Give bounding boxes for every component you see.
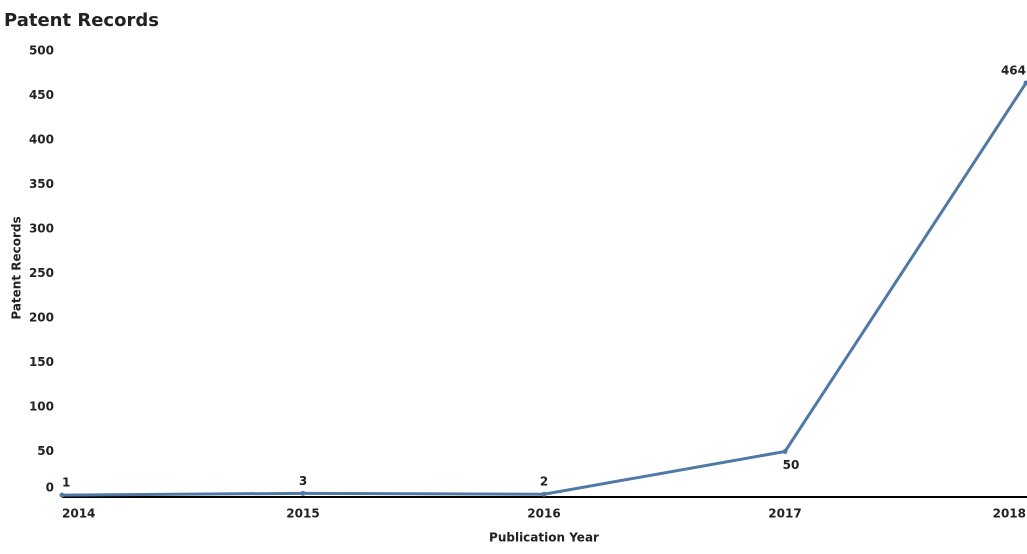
chart: Patent Records Publication Year Patent R… xyxy=(0,0,1027,550)
x-tick-label: 2017 xyxy=(768,507,801,521)
data-label: 50 xyxy=(783,458,800,472)
x-tick-label: 2018 xyxy=(993,507,1026,521)
y-tick-label: 500 xyxy=(29,44,54,58)
page: {"chart_data": {"type": "line", "title":… xyxy=(0,0,1027,550)
y-tick-label: 150 xyxy=(29,355,54,369)
data-label: 3 xyxy=(299,474,307,488)
y-axis-label: Patent Records xyxy=(10,216,24,319)
y-tick-label: 200 xyxy=(29,311,54,325)
data-label: 1 xyxy=(62,476,70,490)
chart-title: Patent Records xyxy=(4,10,159,31)
y-tick-label: 100 xyxy=(29,400,54,414)
y-tick-label: 50 xyxy=(37,444,54,458)
data-point xyxy=(60,493,65,498)
data-line xyxy=(62,83,1026,495)
x-tick-label: 2014 xyxy=(62,507,95,521)
data-label: 464 xyxy=(1001,64,1026,78)
data-point xyxy=(783,449,788,454)
y-tick-label: 0 xyxy=(46,481,54,495)
y-tick-label: 300 xyxy=(29,222,54,236)
x-tick-label: 2016 xyxy=(527,507,560,521)
x-tick-label: 2015 xyxy=(286,507,319,521)
y-tick-label: 350 xyxy=(29,177,54,191)
data-point xyxy=(301,491,306,496)
data-point xyxy=(542,492,547,497)
y-tick-label: 450 xyxy=(29,88,54,102)
data-label: 2 xyxy=(540,475,548,489)
y-tick-label: 400 xyxy=(29,133,54,147)
x-axis-label: Publication Year xyxy=(489,531,599,545)
y-tick-label: 250 xyxy=(29,266,54,280)
